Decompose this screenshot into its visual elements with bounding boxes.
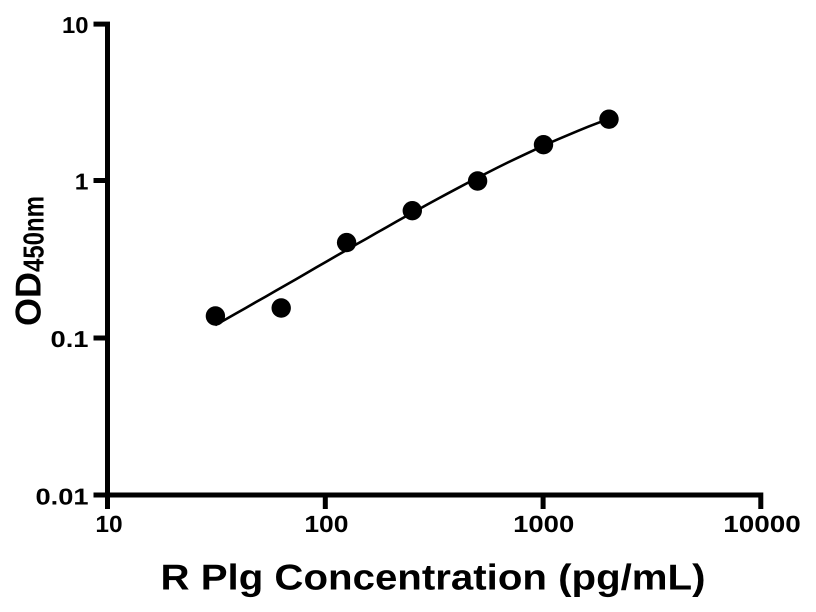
svg-text:10: 10 [62,12,89,38]
svg-text:0.1: 0.1 [51,326,89,352]
svg-text:R Plg Concentration (pg/mL): R Plg Concentration (pg/mL) [161,557,706,598]
svg-text:10000: 10000 [723,511,801,537]
svg-text:1000: 1000 [513,511,574,537]
svg-text:0.01: 0.01 [36,484,89,510]
svg-text:450nm: 450nm [19,196,51,272]
svg-text:10: 10 [95,511,122,537]
svg-text:OD: OD [8,272,49,326]
svg-text:100: 100 [304,511,348,537]
svg-text:1: 1 [75,169,89,195]
